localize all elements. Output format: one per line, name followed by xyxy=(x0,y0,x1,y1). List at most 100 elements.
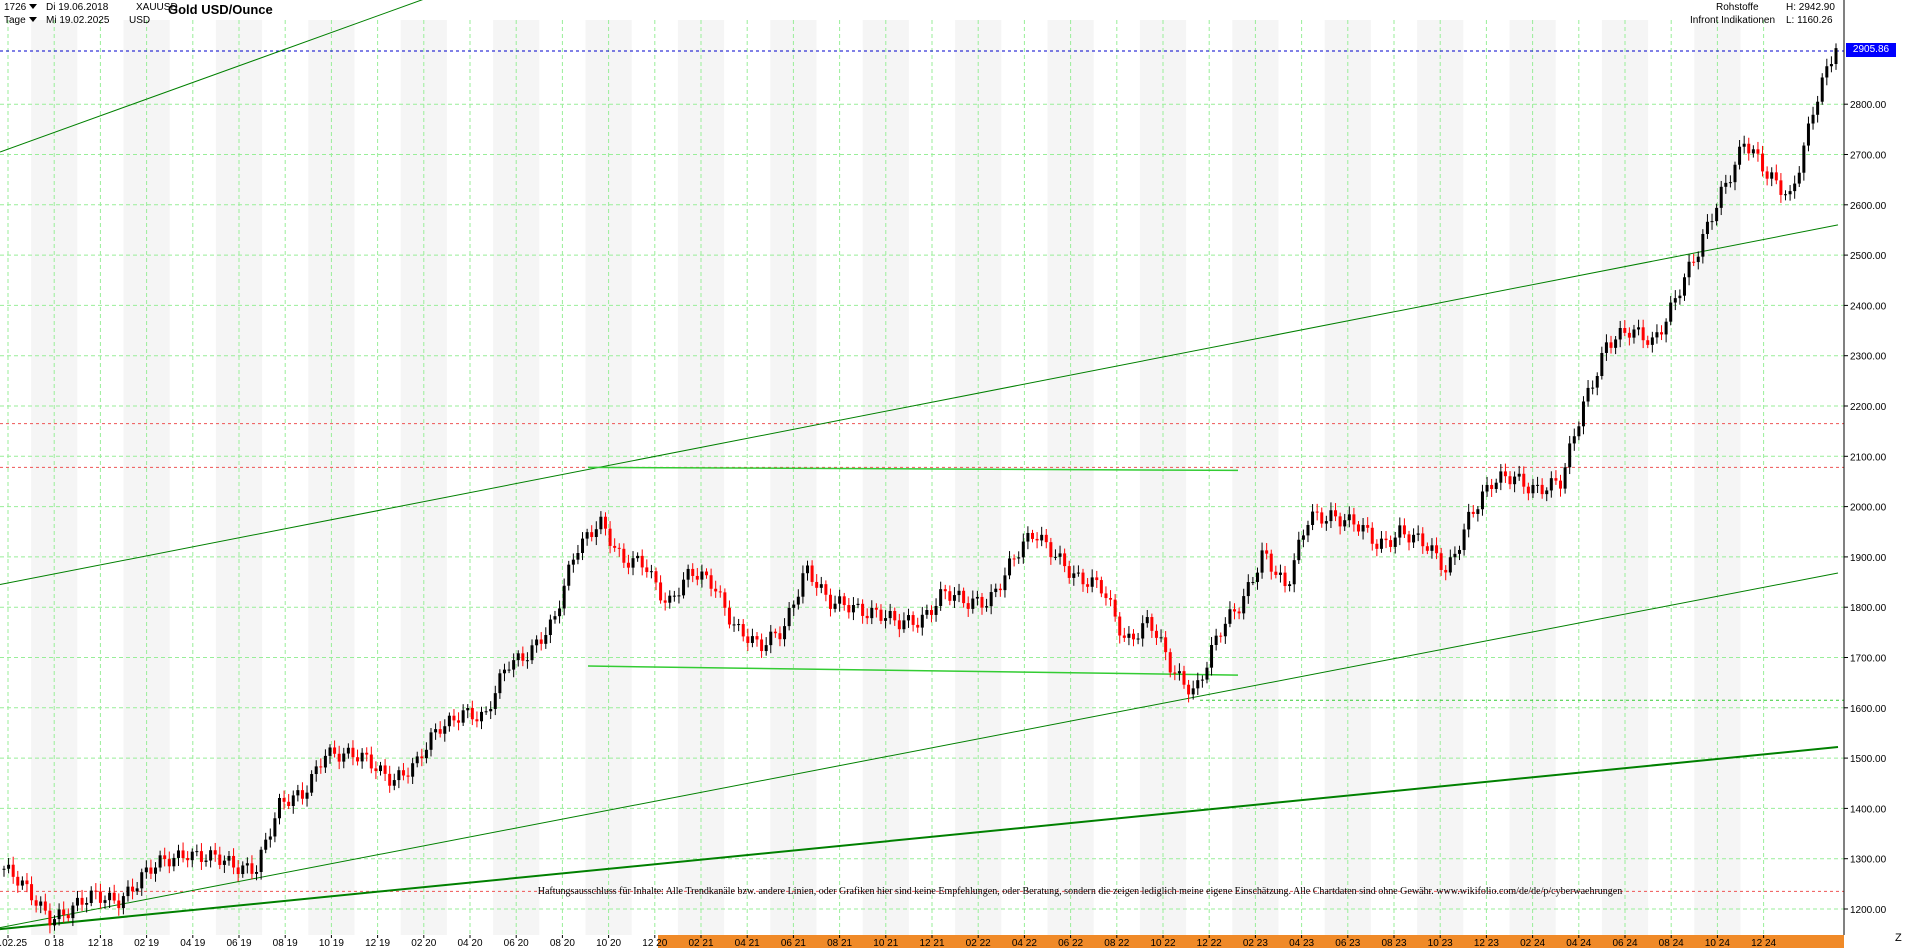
candle-body xyxy=(994,588,998,593)
last-price-tag: 2905.86 xyxy=(1846,43,1896,57)
candle-body xyxy=(640,555,644,568)
candle-body xyxy=(1761,153,1765,172)
candle-body xyxy=(1292,560,1296,585)
chevron-down-icon[interactable] xyxy=(29,4,38,10)
candle-body xyxy=(135,888,139,892)
candle-body xyxy=(103,900,107,903)
x-tick-label: 08 21 xyxy=(827,938,852,948)
candle-body xyxy=(34,900,38,906)
y-tick-label: 2100.00 xyxy=(1850,452,1887,463)
candle-body xyxy=(227,855,231,861)
candle-body xyxy=(1076,572,1080,574)
candle-body xyxy=(663,600,667,603)
candle-body xyxy=(333,747,337,754)
candle-body xyxy=(1246,582,1250,597)
candle-body xyxy=(879,609,883,621)
x-tick-label: 02 21 xyxy=(688,938,713,948)
candle-body xyxy=(1710,221,1714,223)
low-label: L: 1160.26 xyxy=(1786,15,1833,26)
candle-body xyxy=(723,592,727,608)
candle-body xyxy=(1164,637,1168,653)
candle-body xyxy=(167,859,171,867)
candle-body xyxy=(659,582,663,601)
candle-body xyxy=(1825,66,1829,78)
category-label: Rohstoffe xyxy=(1716,2,1759,13)
y-tick-label: 2700.00 xyxy=(1850,151,1887,162)
y-tick-label: 2000.00 xyxy=(1850,503,1887,514)
candle-body xyxy=(1214,635,1218,646)
candle-body xyxy=(567,564,571,586)
candle-body xyxy=(1462,529,1466,550)
candle-body xyxy=(1439,553,1443,570)
candle-body xyxy=(1278,572,1282,575)
candle-body xyxy=(181,850,185,859)
candle-body xyxy=(755,636,759,640)
y-tick-label: 1800.00 xyxy=(1850,603,1887,614)
x-tick-label: 04 23 xyxy=(1289,938,1314,948)
candle-body xyxy=(1177,671,1181,674)
candle-body xyxy=(1136,638,1140,640)
candle-body xyxy=(1324,521,1328,524)
candle-body xyxy=(548,619,552,636)
x-tick-label: 08 24 xyxy=(1659,938,1684,948)
candle-body xyxy=(874,607,878,610)
candle-body xyxy=(1508,476,1512,485)
candle-body xyxy=(783,626,787,640)
candle-body xyxy=(475,719,479,722)
period-selector[interactable]: Tage xyxy=(4,15,40,27)
x-tick-label: 06 21 xyxy=(781,938,806,948)
candle-body xyxy=(870,607,874,619)
candle-body xyxy=(1797,172,1801,184)
candle-body xyxy=(1811,114,1815,124)
candle-body xyxy=(1733,164,1737,183)
candle-body xyxy=(1494,482,1498,489)
candle-body xyxy=(1779,180,1783,195)
candle-body xyxy=(1132,633,1136,640)
x-tick-label: 06 19 xyxy=(226,938,251,948)
candle-body xyxy=(85,903,89,905)
y-tick-label: 1200.00 xyxy=(1850,905,1887,916)
candle-body xyxy=(897,620,901,630)
candle-body xyxy=(966,603,970,609)
candle-body xyxy=(1618,328,1622,340)
candle-body xyxy=(1288,584,1292,587)
candle-body xyxy=(613,545,617,548)
candle-body xyxy=(1632,329,1636,338)
chevron-down-icon[interactable] xyxy=(28,17,37,23)
candle-body xyxy=(1173,672,1177,674)
candle-body xyxy=(1315,511,1319,513)
disclaimer-text: Haftungsausschluss für Inhalte: Alle Tre… xyxy=(537,886,1623,897)
candle-body xyxy=(631,558,635,568)
candle-body xyxy=(1517,473,1521,477)
horizontal-levels xyxy=(0,50,1844,892)
candle-body xyxy=(1334,510,1338,517)
candle-body xyxy=(443,726,447,734)
candle-body xyxy=(1329,510,1333,522)
candle-body xyxy=(374,768,378,772)
y-tick-label: 1400.00 xyxy=(1850,804,1887,815)
future-axis-band xyxy=(658,935,1844,948)
candle-body xyxy=(346,747,350,754)
x-tick-label: 08 20 xyxy=(550,938,575,948)
candle-body xyxy=(787,607,791,627)
candle-body xyxy=(1159,637,1163,639)
candle-body xyxy=(98,891,102,903)
candle-body xyxy=(314,766,318,775)
high-label: H: 2942.90 xyxy=(1786,2,1835,13)
candle-body xyxy=(300,790,304,799)
candle-body xyxy=(296,790,300,796)
x-tick-label: 10 22 xyxy=(1150,938,1175,948)
candle-body xyxy=(1609,342,1613,348)
candle-body xyxy=(190,851,194,861)
candle-body xyxy=(1545,490,1549,495)
candle-body xyxy=(741,624,745,637)
x-tick-label: 02 19 xyxy=(134,938,159,948)
y-tick-label: 1900.00 xyxy=(1850,553,1887,564)
candle-body xyxy=(1568,443,1572,468)
x-tick-label: 10 20 xyxy=(596,938,621,948)
candle-body xyxy=(1356,524,1360,532)
bars-count[interactable]: 1726 xyxy=(4,2,40,14)
candle-body xyxy=(1044,534,1048,543)
candle-body xyxy=(649,571,653,573)
candle-body xyxy=(493,693,497,709)
